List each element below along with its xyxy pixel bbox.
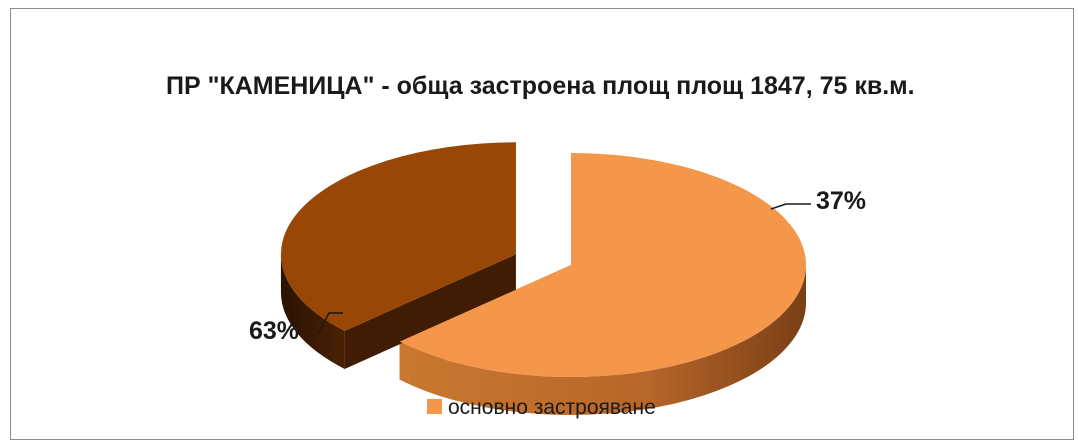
legend-swatch-main [427, 399, 442, 414]
pie-chart: ПР "КАМЕНИЦА" - обща застроена площ площ… [166, 72, 915, 419]
pie-slice-0 [399, 153, 806, 377]
slice-1-cut-wall-start [344, 254, 516, 369]
leader-line-63 [317, 312, 343, 335]
pie-slice-1 [280, 142, 516, 331]
slice-1-outer-wall [280, 254, 345, 369]
slice-0-outer-wall [399, 265, 806, 415]
data-label-63: 63% [249, 317, 299, 345]
slices-layer [280, 142, 806, 415]
chart-frame: ПР "КАМЕНИЦА" - обща застроена площ площ… [10, 8, 1074, 440]
data-label-37: 37% [816, 187, 866, 215]
legend-label-main: основно застрояване [448, 396, 656, 419]
leader-line-37 [770, 203, 811, 210]
chart-title: ПР "КАМЕНИЦА" - обща застроена площ площ… [166, 72, 915, 100]
